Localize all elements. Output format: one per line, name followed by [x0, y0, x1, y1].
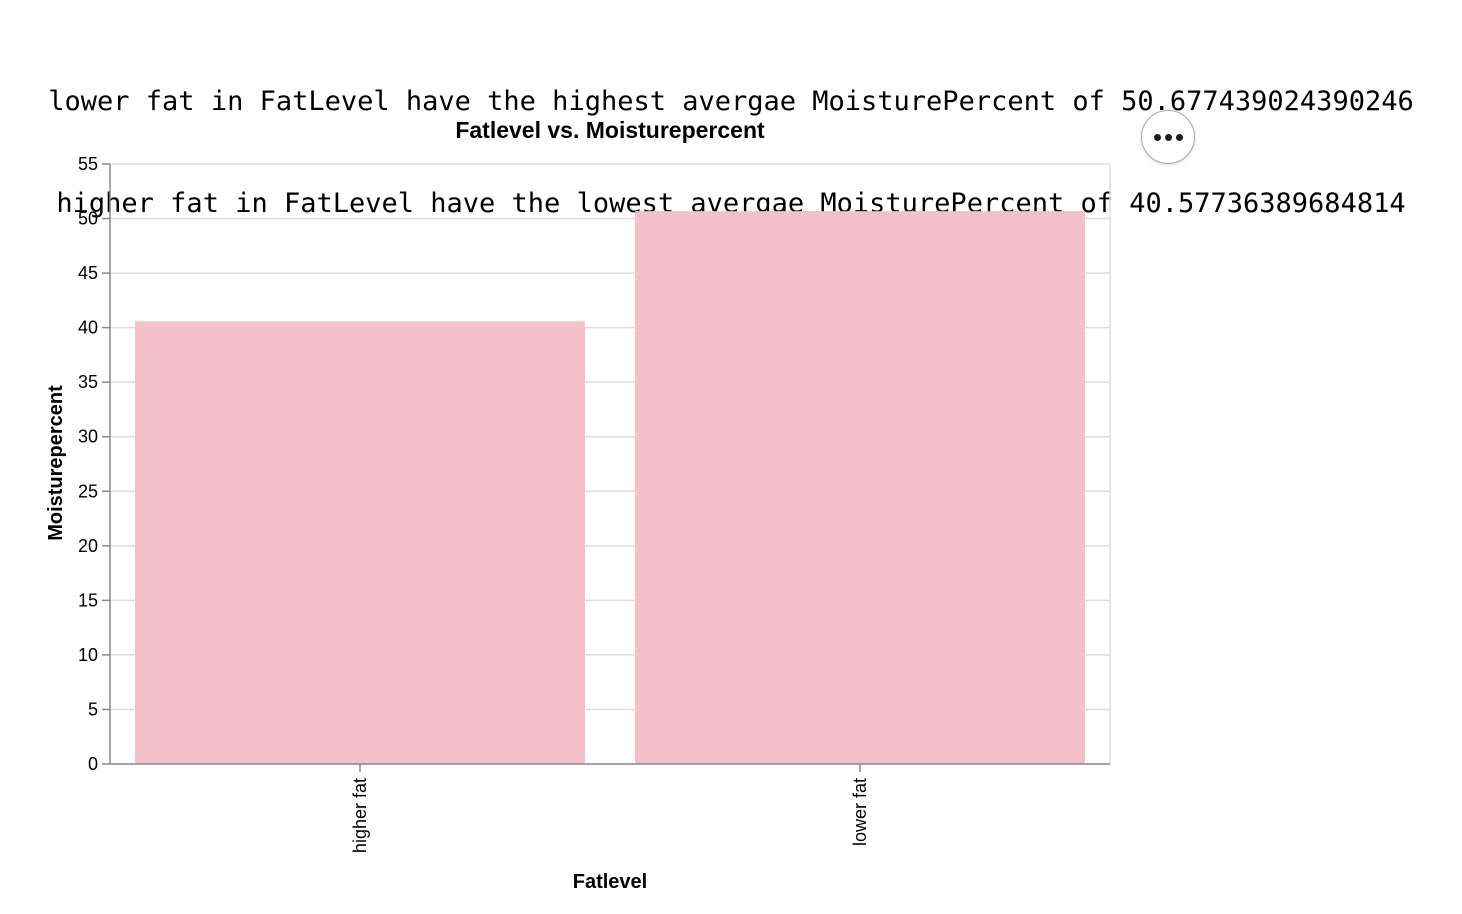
y-tick-label: 0 [88, 754, 98, 774]
y-tick-label: 20 [78, 536, 98, 556]
bars [135, 211, 1085, 764]
y-tick-label: 15 [78, 590, 98, 610]
y-tick-label: 55 [78, 154, 98, 174]
y-tick-label: 50 [78, 209, 98, 229]
summary-line-highest: lower fat in FatLevel have the highest a… [48, 86, 1414, 117]
ellipsis-dot [1175, 133, 1183, 141]
y-tick-label: 35 [78, 372, 98, 392]
chart-title: Fatlevel vs. Moisturepercent [455, 117, 765, 143]
x-tick-label: lower fat [850, 778, 870, 846]
y-tick-label: 30 [78, 427, 98, 447]
summary-text: lower fat in FatLevel have the highest a… [0, 17, 1462, 255]
y-axis-title: Moisturepercent [45, 385, 67, 541]
y-tick-label: 25 [78, 481, 98, 501]
y-tick-label: 10 [78, 645, 98, 665]
more-actions-button[interactable] [1141, 110, 1195, 164]
ellipsis-dot [1164, 133, 1172, 141]
x-tick-label: higher fat [350, 778, 370, 853]
bar-lower-fat [635, 211, 1085, 764]
axes: 0 5 10 15 20 25 30 35 40 45 50 55 higher fat lower fa… [78, 154, 1110, 853]
y-tick-label: 40 [78, 318, 98, 338]
bar-higher-fat [135, 321, 585, 764]
y-tick-label: 45 [78, 263, 98, 283]
ellipsis-icon [1153, 133, 1161, 141]
y-tick-label: 5 [88, 699, 98, 719]
x-axis-title: Fatlevel [573, 871, 647, 893]
